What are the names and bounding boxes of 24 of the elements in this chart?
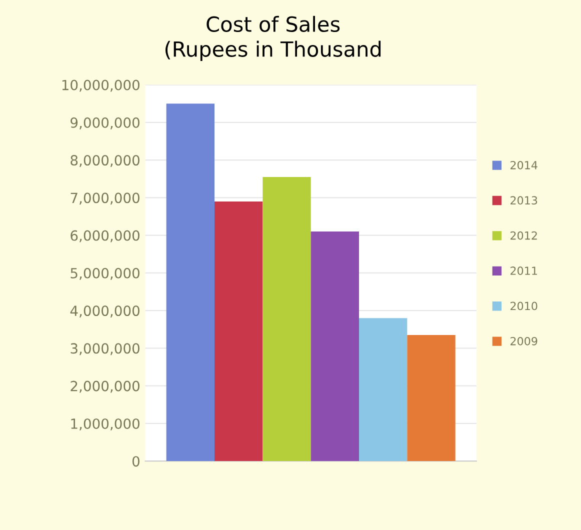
y-tick-label: 3,000,000: [70, 343, 140, 356]
legend-label: 2009: [510, 336, 538, 346]
bar: [407, 335, 456, 462]
legend-label: 2011: [510, 266, 537, 275]
y-tick-label: 10,000,000: [62, 80, 140, 92]
y-tick-label: 6,000,000: [70, 230, 140, 242]
legend-label: 2014: [510, 160, 538, 170]
bar: [214, 201, 263, 462]
y-tick-label: 1,000,000: [71, 418, 140, 430]
y-tick-label: 5,000,000: [70, 268, 140, 280]
y-tick-label: 2,000,000: [70, 380, 140, 393]
y-tick-label: 0: [132, 456, 140, 467]
y-tick-label: 4,000,000: [70, 306, 140, 318]
bar: [262, 176, 311, 462]
bar: [359, 318, 408, 462]
bar: [310, 232, 360, 462]
y-tick-label: 9,000,000: [70, 117, 140, 130]
y-tick-label: 7,000,000: [70, 192, 140, 205]
bar: [166, 104, 214, 462]
chart-title: Cost of Sales (Rupees in Thousand: [165, 16, 381, 61]
legend-label: 2010: [510, 302, 538, 310]
legend-label: 2012: [510, 231, 537, 240]
legend-label: 2013: [510, 196, 538, 205]
y-tick-label: 8,000,000: [70, 155, 140, 167]
